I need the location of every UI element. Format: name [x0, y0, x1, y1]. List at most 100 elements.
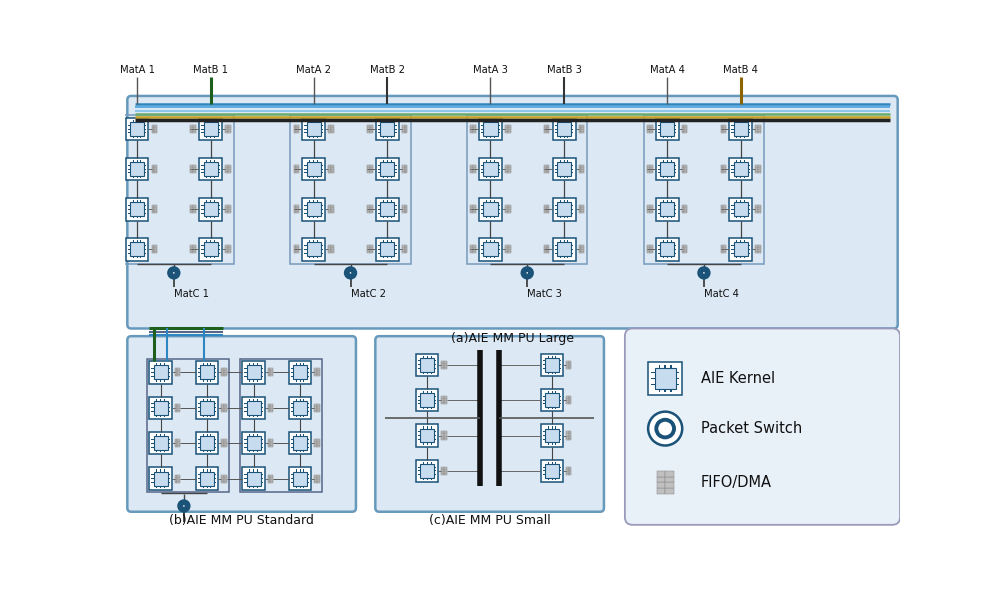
Text: MatA 4: MatA 4	[650, 65, 685, 75]
Bar	[571, 205, 573, 206]
Bar	[120, 245, 122, 247]
FancyBboxPatch shape	[625, 328, 900, 525]
Bar	[225, 211, 228, 214]
Bar	[296, 247, 299, 249]
Bar	[304, 212, 307, 214]
Bar	[314, 370, 317, 372]
Bar	[154, 249, 157, 251]
Bar	[190, 129, 193, 131]
Bar	[547, 247, 549, 249]
Bar	[291, 478, 293, 479]
Bar	[154, 209, 157, 211]
Bar	[314, 439, 317, 441]
Bar	[566, 367, 569, 368]
Bar	[268, 404, 270, 405]
Bar	[579, 171, 581, 174]
Bar	[748, 212, 750, 214]
Bar	[190, 165, 193, 167]
Bar	[644, 115, 764, 263]
Bar	[755, 207, 758, 209]
Bar	[508, 245, 511, 247]
Bar	[367, 245, 370, 247]
Bar	[314, 475, 317, 476]
Bar	[420, 358, 434, 371]
Bar	[579, 205, 581, 207]
Bar	[294, 251, 296, 253]
Bar	[402, 247, 405, 249]
Bar	[376, 118, 399, 140]
Bar	[367, 129, 370, 131]
Bar	[367, 211, 370, 214]
Bar	[198, 439, 200, 440]
Bar	[270, 375, 273, 376]
Circle shape	[701, 270, 707, 276]
Circle shape	[656, 420, 674, 438]
Bar	[296, 249, 299, 251]
Bar	[152, 131, 154, 134]
Bar	[441, 433, 444, 435]
Bar	[470, 249, 473, 251]
Bar	[224, 405, 227, 408]
Bar	[647, 211, 650, 214]
Bar	[128, 172, 130, 174]
Bar	[291, 368, 293, 369]
Bar	[201, 245, 204, 246]
Bar	[242, 432, 265, 455]
Bar	[483, 242, 498, 256]
Bar	[367, 247, 370, 249]
Bar	[224, 410, 227, 412]
Bar	[505, 211, 508, 214]
Bar	[314, 479, 317, 481]
Circle shape	[348, 270, 353, 276]
Bar	[193, 207, 196, 209]
Bar	[198, 474, 200, 475]
Bar	[221, 405, 224, 408]
Bar	[294, 249, 296, 251]
Bar	[328, 127, 331, 129]
Bar	[394, 172, 397, 174]
Bar	[294, 167, 296, 169]
Bar	[579, 247, 581, 249]
Bar	[470, 125, 473, 127]
Bar	[658, 132, 660, 134]
Bar	[684, 131, 687, 134]
Bar	[731, 253, 734, 254]
Bar	[721, 251, 723, 253]
Bar	[214, 411, 216, 412]
Bar	[569, 467, 571, 469]
Bar	[307, 482, 309, 483]
Bar	[214, 407, 216, 409]
Bar	[650, 247, 653, 249]
Bar	[214, 443, 216, 444]
Bar	[721, 245, 723, 247]
Bar	[225, 169, 228, 171]
Bar	[544, 207, 547, 209]
Bar	[328, 165, 331, 167]
Bar	[543, 368, 545, 369]
Bar	[569, 361, 571, 362]
Bar	[416, 459, 438, 482]
Bar	[544, 247, 547, 249]
Bar	[296, 207, 299, 209]
Bar	[214, 372, 216, 373]
Bar	[193, 127, 196, 129]
Bar	[307, 368, 309, 369]
Bar	[748, 124, 750, 126]
Bar	[481, 172, 483, 174]
Bar	[508, 207, 511, 209]
Bar	[416, 389, 438, 412]
Bar	[579, 245, 581, 247]
Text: MatB 4: MatB 4	[723, 65, 758, 75]
Bar	[473, 207, 476, 209]
Bar	[444, 467, 447, 469]
Bar	[242, 396, 265, 419]
Bar	[755, 211, 758, 214]
Bar	[555, 205, 557, 206]
Bar	[331, 131, 334, 134]
Bar	[270, 475, 273, 476]
Bar	[555, 212, 557, 214]
Bar	[151, 411, 154, 412]
Bar	[470, 129, 473, 131]
Bar	[199, 238, 222, 260]
Bar	[228, 165, 231, 167]
